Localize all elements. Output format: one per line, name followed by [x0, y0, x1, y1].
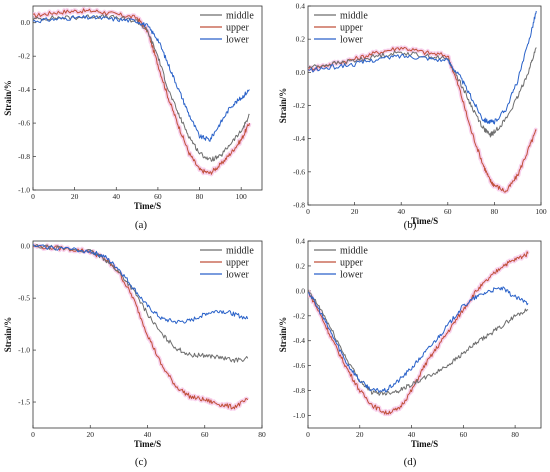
series-lower-line [33, 15, 250, 142]
series-upper-line [33, 244, 249, 410]
series-upper-line [33, 8, 250, 175]
x-tick-label: 60 [154, 192, 162, 201]
y-tick-label: -1.5 [18, 398, 30, 407]
x-tick-label: 40 [397, 207, 405, 216]
x-tick-label: 60 [201, 430, 209, 439]
panel-caption: (c) [135, 456, 148, 468]
legend-label-lower: lower [226, 35, 249, 46]
y-tick-label: -0.2 [293, 311, 305, 320]
x-tick-label: 0 [31, 192, 35, 201]
y-tick-label: -0.8 [293, 386, 305, 395]
y-tick-label: -0.2 [18, 52, 30, 61]
series-lower-line [308, 286, 529, 393]
x-tick-label: 0 [306, 430, 310, 439]
y-tick-label: -1.0 [293, 411, 305, 420]
y-tick-label: 0.0 [296, 68, 306, 77]
x-tick-label: 60 [444, 207, 452, 216]
y-tick-label: -1.0 [18, 186, 30, 195]
panel-caption: (a) [135, 219, 148, 231]
x-tick-label: 20 [356, 430, 364, 439]
x-tick-label: 20 [351, 207, 359, 216]
panel-caption: (b) [404, 219, 417, 231]
x-tick-label: 40 [113, 192, 121, 201]
legend-label-upper: upper [226, 23, 249, 34]
x-tick-label: 0 [31, 430, 35, 439]
y-tick-label: -0.2 [293, 101, 305, 110]
y-axis-label: Strain/% [278, 88, 288, 124]
legend-label-upper: upper [340, 258, 363, 269]
y-tick-label: -0.6 [18, 119, 30, 128]
y-tick-label: -0.8 [18, 152, 30, 161]
legend-label-lower: lower [340, 270, 363, 281]
y-tick-label: -0.5 [18, 294, 30, 303]
y-tick-label: 0.0 [21, 242, 31, 251]
series-upper-halo [33, 6, 252, 177]
x-tick-label: 80 [491, 207, 499, 216]
series-lower-line [33, 243, 249, 325]
x-tick-label: 80 [196, 192, 204, 201]
y-tick-label: -0.4 [18, 85, 30, 94]
legend-label-lower: lower [340, 35, 363, 46]
y-tick-label: -0.4 [293, 336, 305, 345]
series-layer [308, 10, 538, 195]
x-tick-label: 20 [71, 192, 79, 201]
series-upper-line [308, 46, 537, 193]
panel-a: 0 20 40 60 80 100 0.0 -0.2 -0.4 -0.6 -0.8 -1.0 Time/… [3, 5, 263, 231]
y-tick-label: 0.2 [296, 261, 306, 270]
x-axis-label: Time/S [411, 216, 438, 226]
y-axis-label: Strain/% [3, 317, 13, 353]
y-tick-label: 0.0 [296, 286, 306, 295]
y-tick-label: 0.4 [296, 237, 306, 246]
legend-label-lower: lower [226, 270, 249, 281]
x-tick-label: 80 [511, 430, 519, 439]
legend-label-upper: upper [340, 23, 363, 34]
panel-caption: (d) [404, 456, 417, 468]
legend-label-upper: upper [226, 258, 249, 269]
series-upper-halo [33, 243, 250, 411]
x-axis-label: Time/S [411, 439, 438, 449]
series-middle-line [308, 47, 537, 138]
x-tick-label: 100 [535, 207, 547, 216]
x-tick-label: 20 [87, 430, 95, 439]
x-tick-label: 80 [258, 430, 266, 439]
series-lower-line [308, 10, 537, 125]
series-upper-halo [308, 45, 538, 195]
y-tick-label: -0.8 [293, 201, 305, 210]
plot-frame [307, 240, 542, 429]
y-axis-label: Strain/% [278, 317, 288, 353]
y-tick-label: 0.0 [21, 18, 31, 27]
y-tick-label: 0.4 [296, 2, 306, 11]
series-layer [33, 243, 250, 411]
x-tick-label: 0 [306, 207, 310, 216]
panel-b: 0 20 40 60 80 100 0.4 0.2 0.0 -0.2 -0.4 -0.6 -0.8 Tim… [278, 2, 547, 232]
legend-label-middle: middle [340, 11, 368, 22]
series-middle-line [308, 289, 529, 396]
panel-c: 0 20 40 60 80 0.0 -0.5 -1.0 -1.5 Time/S Strain/% (c… [3, 240, 266, 468]
y-tick-label: -0.4 [293, 134, 305, 143]
y-tick-label: -0.6 [293, 167, 305, 176]
legend-label-middle: middle [340, 246, 368, 257]
x-tick-label: 40 [144, 430, 152, 439]
x-tick-label: 40 [408, 430, 416, 439]
series-layer [308, 249, 530, 417]
x-tick-label: 100 [236, 192, 248, 201]
panel-d: 0 20 40 60 80 0.4 0.2 0.0 -0.2 -0.4 -0.6 -0.8 -1.0 Ti… [278, 237, 542, 468]
y-axis-label: Strain/% [3, 80, 13, 116]
x-axis-label: Time/S [134, 439, 161, 449]
plot-frame [32, 5, 263, 191]
legend-label-middle: middle [226, 11, 254, 22]
series-layer [33, 6, 252, 177]
series-upper-line [308, 251, 529, 415]
y-tick-label: -0.6 [293, 361, 305, 370]
y-tick-label: -1.0 [18, 346, 30, 355]
series-middle-line [33, 243, 249, 363]
x-tick-label: 60 [460, 430, 468, 439]
series-middle-line [33, 14, 250, 162]
x-axis-label: Time/S [134, 201, 161, 211]
y-tick-label: 0.2 [296, 35, 306, 44]
legend-label-middle: middle [226, 246, 254, 257]
